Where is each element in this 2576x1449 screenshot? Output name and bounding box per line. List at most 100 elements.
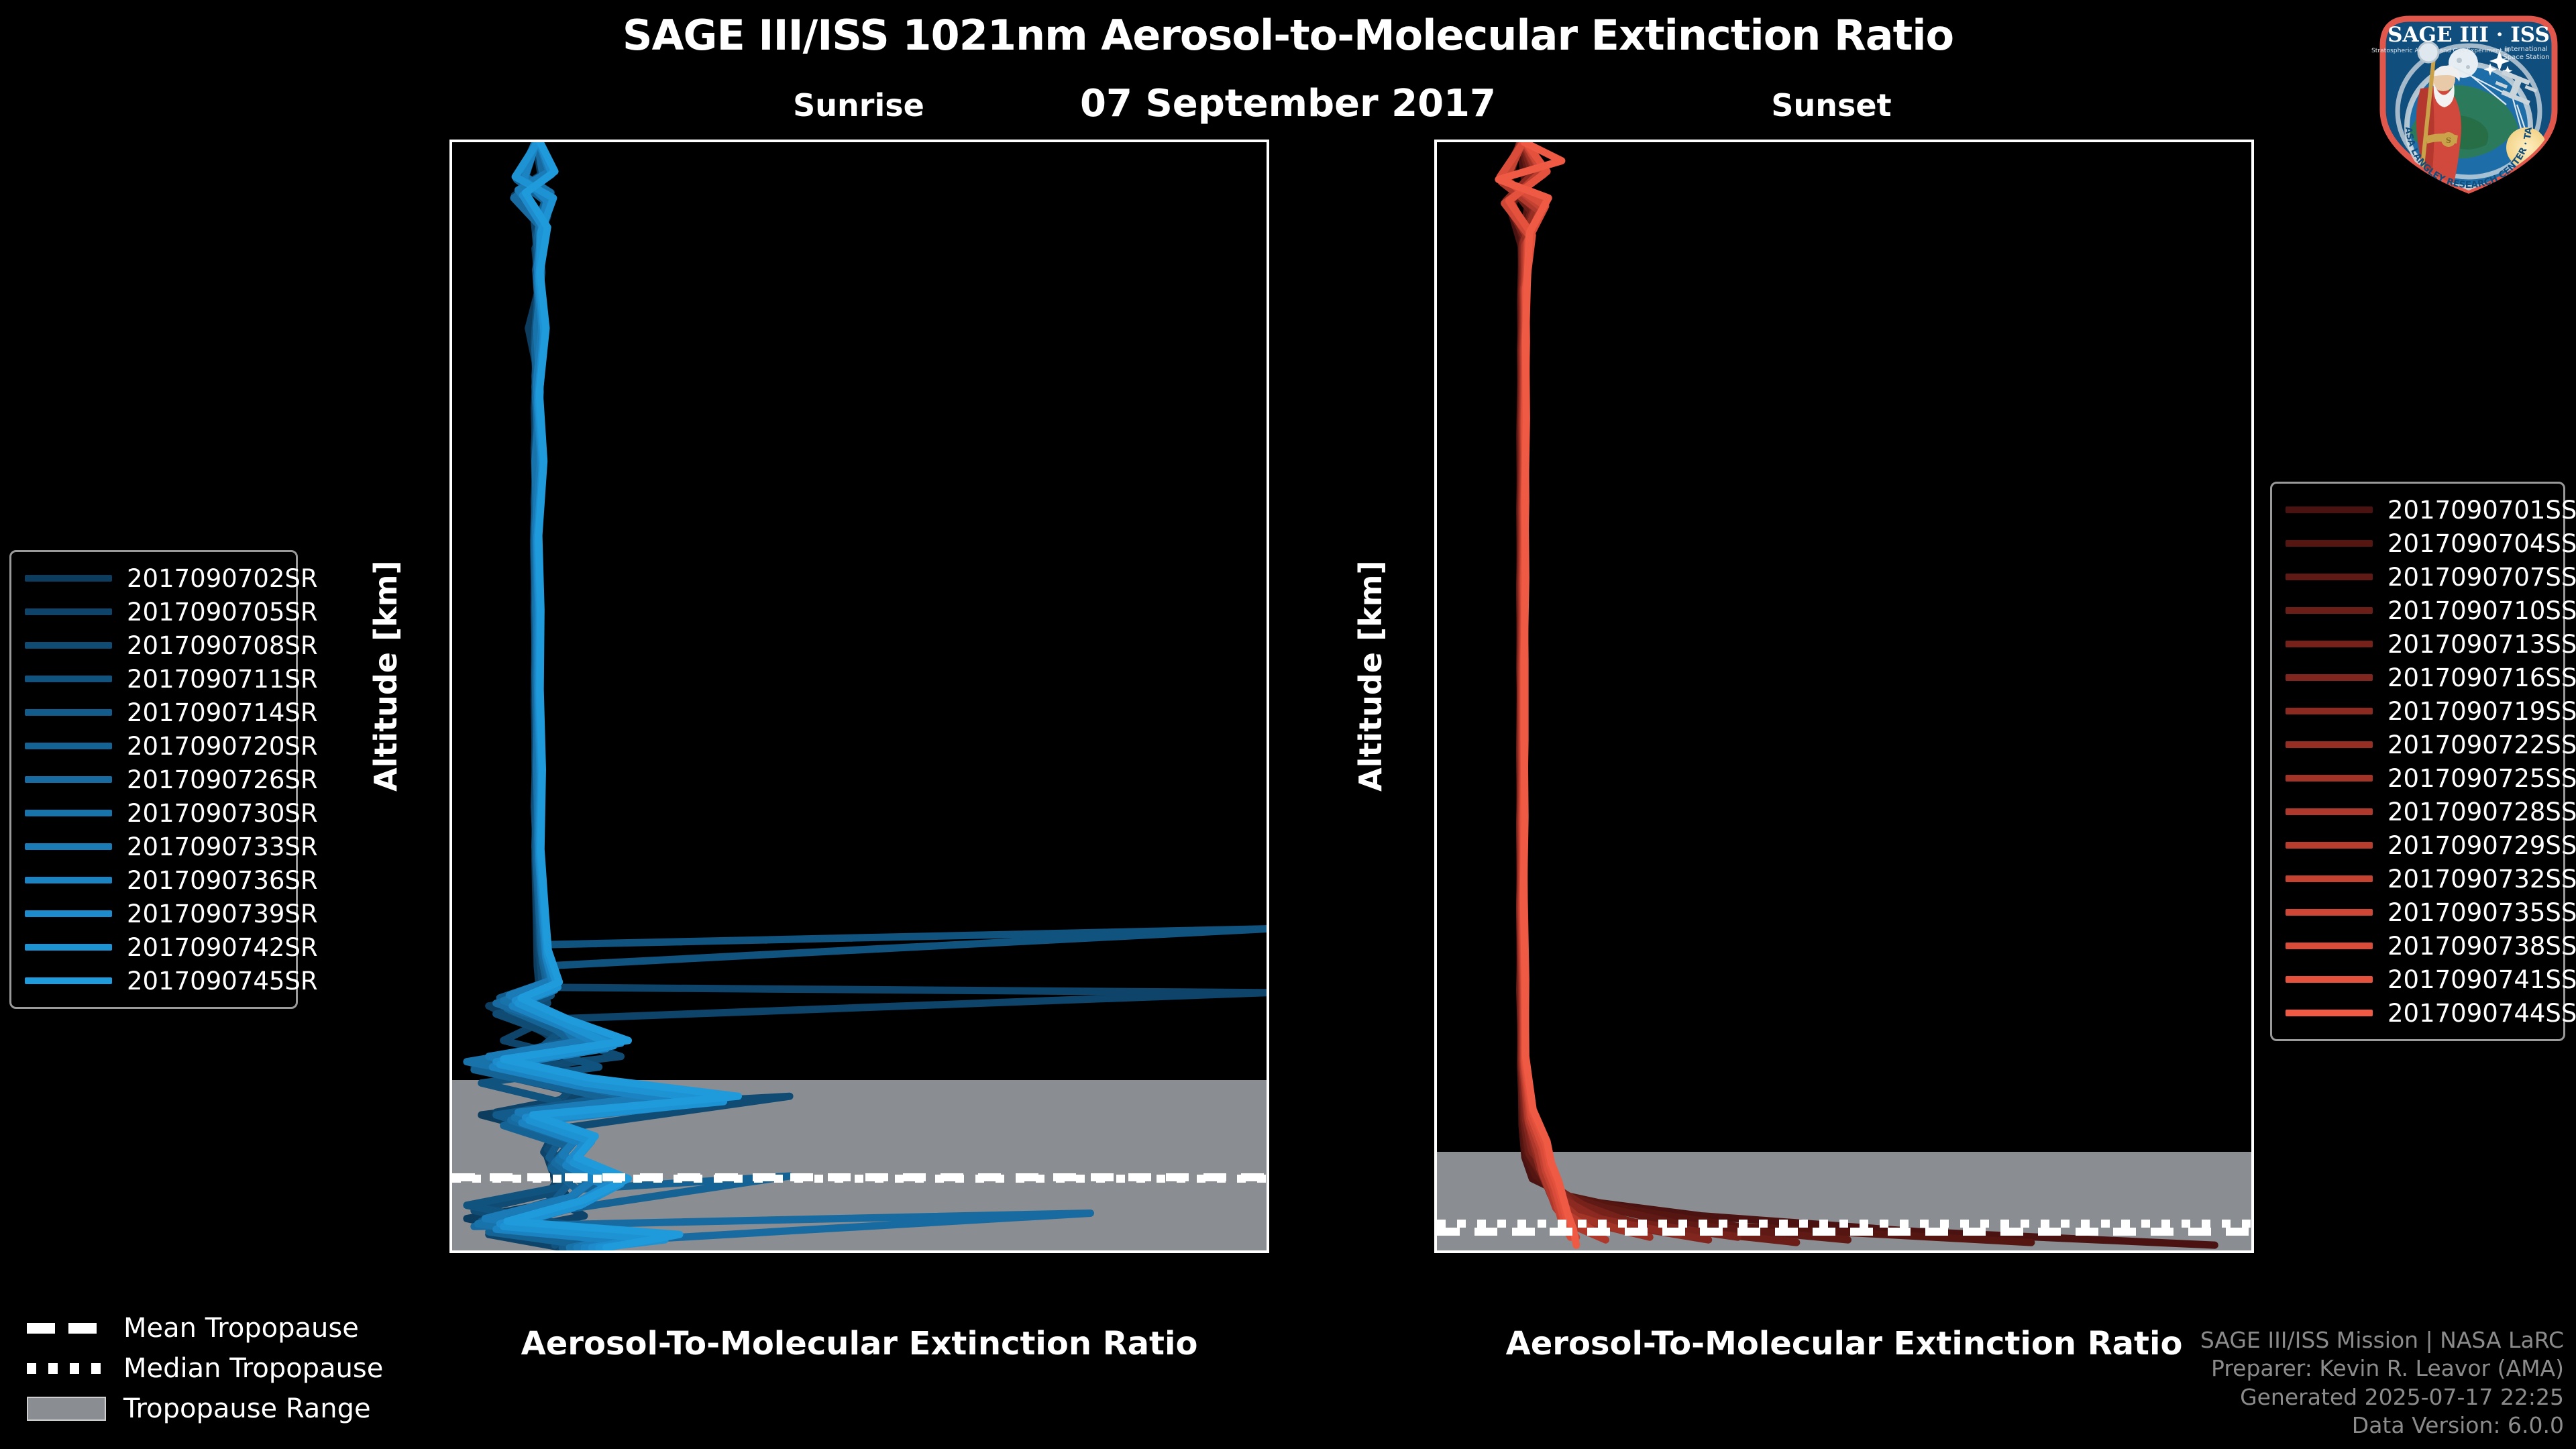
legend-item[interactable]: 2017090704SS: [2286, 527, 2576, 560]
patch-title: SAGE III · ISS: [2387, 23, 2550, 47]
legend-item[interactable]: 2017090719SS: [2286, 694, 2576, 728]
legend-event-label: 2017090744SS: [2387, 998, 2576, 1028]
legend-item[interactable]: 2017090742SR: [25, 930, 318, 964]
legend-item[interactable]: 2017090705SR: [25, 595, 318, 629]
x-tick-mark: [2250, 1250, 2253, 1253]
credit-line-generated: Generated 2025-07-17 22:25: [2240, 1383, 2564, 1410]
x-tick-mark: [825, 1250, 828, 1253]
y-tick-mark: [1434, 938, 1437, 941]
legend-event-label: 2017090702SR: [127, 564, 318, 593]
tropopause-reference-legend: Mean Tropopause Median Tropopause Tropop…: [27, 1308, 383, 1429]
series-line: [500, 142, 742, 1250]
legend-item[interactable]: 2017090711SR: [25, 662, 318, 696]
legend-color-swatch: [2286, 1010, 2373, 1016]
legend-item[interactable]: 2017090725SS: [2286, 761, 2576, 795]
y-tick-mark: [1434, 672, 1437, 675]
legend-item[interactable]: 2017090726SR: [25, 763, 318, 796]
series-line: [1505, 142, 2035, 1246]
x-tick-mark: [1663, 1250, 1666, 1253]
legend-event-label: 2017090704SS: [2387, 529, 2576, 558]
y-tick-mark: [1434, 1204, 1437, 1207]
legend-color-swatch: [2286, 875, 2373, 882]
legend-item[interactable]: 2017090713SS: [2286, 627, 2576, 661]
legend-item[interactable]: 2017090730SR: [25, 796, 318, 830]
legend-item[interactable]: 2017090729SS: [2286, 828, 2576, 862]
legend-item[interactable]: 2017090710SS: [2286, 594, 2576, 627]
patch-staff: [2418, 48, 2437, 182]
legend-item[interactable]: 2017090736SR: [25, 863, 318, 897]
legend-item[interactable]: 2017090720SR: [25, 729, 318, 763]
legend-item[interactable]: 2017090745SR: [25, 964, 318, 998]
legend-item[interactable]: 2017090708SR: [25, 629, 318, 662]
plot-panel-sunrise: 101520253035404550020406080100: [449, 140, 1269, 1253]
series-line: [1503, 142, 1801, 1246]
legend-item[interactable]: 2017090744SS: [2286, 996, 2576, 1030]
legend-item[interactable]: 2017090733SR: [25, 830, 318, 863]
legend-color-swatch: [2286, 909, 2373, 916]
legend-event-label: 2017090745SR: [127, 966, 318, 996]
legend-event-label: 2017090716SS: [2387, 663, 2576, 692]
x-tick-mark: [1265, 1250, 1268, 1253]
legend-event-label: 2017090741SS: [2387, 965, 2576, 994]
y-tick-mark: [449, 805, 452, 808]
legend-event-label: 2017090735SS: [2387, 898, 2576, 927]
legend-item[interactable]: 2017090735SS: [2286, 896, 2576, 929]
patch-iss: [2495, 70, 2538, 106]
legend-sunrise: 2017090702SR 2017090705SR 2017090708SR 2017…: [9, 550, 318, 1009]
x-tick-mark: [531, 1250, 534, 1253]
plot-panel-sunset: 101520253035404550020406080100: [1434, 140, 2254, 1253]
legend-event-label: 2017090729SS: [2387, 830, 2576, 860]
legend-color-swatch: [25, 709, 112, 716]
legend-event-label: 2017090722SS: [2387, 730, 2576, 759]
legend-label-mean-tropopause: Mean Tropopause: [123, 1313, 359, 1344]
legend-event-label: 2017090733SR: [127, 832, 318, 861]
legend-event-label: 2017090711SR: [127, 664, 318, 694]
legend-item[interactable]: 2017090707SS: [2286, 560, 2576, 594]
series-line: [1495, 142, 1580, 1249]
x-tick-mark: [1810, 1250, 1813, 1253]
legend-event-label: 2017090713SS: [2387, 629, 2576, 659]
y-tick-mark: [1434, 274, 1437, 276]
legend-color-swatch: [2286, 607, 2373, 614]
legend-item[interactable]: 2017090728SS: [2286, 795, 2576, 828]
legend-event-label: 2017090742SR: [127, 932, 318, 962]
legend-color-swatch: [25, 877, 112, 883]
legend-color-swatch: [2286, 943, 2373, 949]
legend-item[interactable]: 2017090739SR: [25, 897, 318, 930]
legend-event-label: 2017090720SR: [127, 731, 318, 761]
legend-item[interactable]: 2017090716SS: [2286, 661, 2576, 694]
patch-subtitle-left: Stratospheric Aerosol and Gas Experiment…: [2371, 47, 2510, 54]
legend-item[interactable]: 2017090701SS: [2286, 493, 2576, 527]
legend-color-swatch: [25, 575, 112, 582]
legend-item[interactable]: 2017090738SS: [2286, 929, 2576, 963]
credits-block: SAGE III/ISS Mission | NASA LaRC Prepare…: [2200, 1326, 2564, 1440]
legend-color-swatch: [25, 910, 112, 917]
patch-subtitle-right-1: International: [2505, 46, 2548, 53]
legend-color-swatch: [2286, 540, 2373, 547]
legend-item[interactable]: 2017090714SR: [25, 696, 318, 729]
y-axis-label-sunset: Altitude [km]: [1352, 560, 1389, 792]
legend-event-label: 2017090730SR: [127, 798, 318, 828]
mean-tropopause-line: [1437, 1228, 2251, 1236]
legend-color-swatch: [25, 743, 112, 749]
plot-area-sunset: [1437, 142, 2251, 1250]
series-line: [1502, 142, 1580, 1241]
legend-item[interactable]: 2017090702SR: [25, 561, 318, 595]
x-tick-mark: [1118, 1250, 1121, 1253]
dashed-line-icon: [27, 1323, 106, 1334]
legend-color-swatch: [25, 843, 112, 850]
legend-item[interactable]: 2017090732SS: [2286, 862, 2576, 896]
legend-item[interactable]: 2017090741SS: [2286, 963, 2576, 996]
legend-color-swatch: [25, 676, 112, 682]
patch-subtitle-right-2: Space Station: [2503, 54, 2549, 61]
legend-item[interactable]: 2017090722SS: [2286, 728, 2576, 761]
x-tick-mark: [972, 1250, 975, 1253]
series-line: [1508, 142, 1851, 1244]
legend-item-tropopause-range: Tropopause Range: [27, 1389, 383, 1429]
x-tick-mark: [1957, 1250, 1960, 1253]
legend-event-label: 2017090736SR: [127, 865, 318, 895]
median-tropopause-line: [1437, 1220, 2251, 1228]
y-tick-mark: [1434, 1071, 1437, 1074]
legend-event-label: 2017090738SS: [2387, 931, 2576, 961]
